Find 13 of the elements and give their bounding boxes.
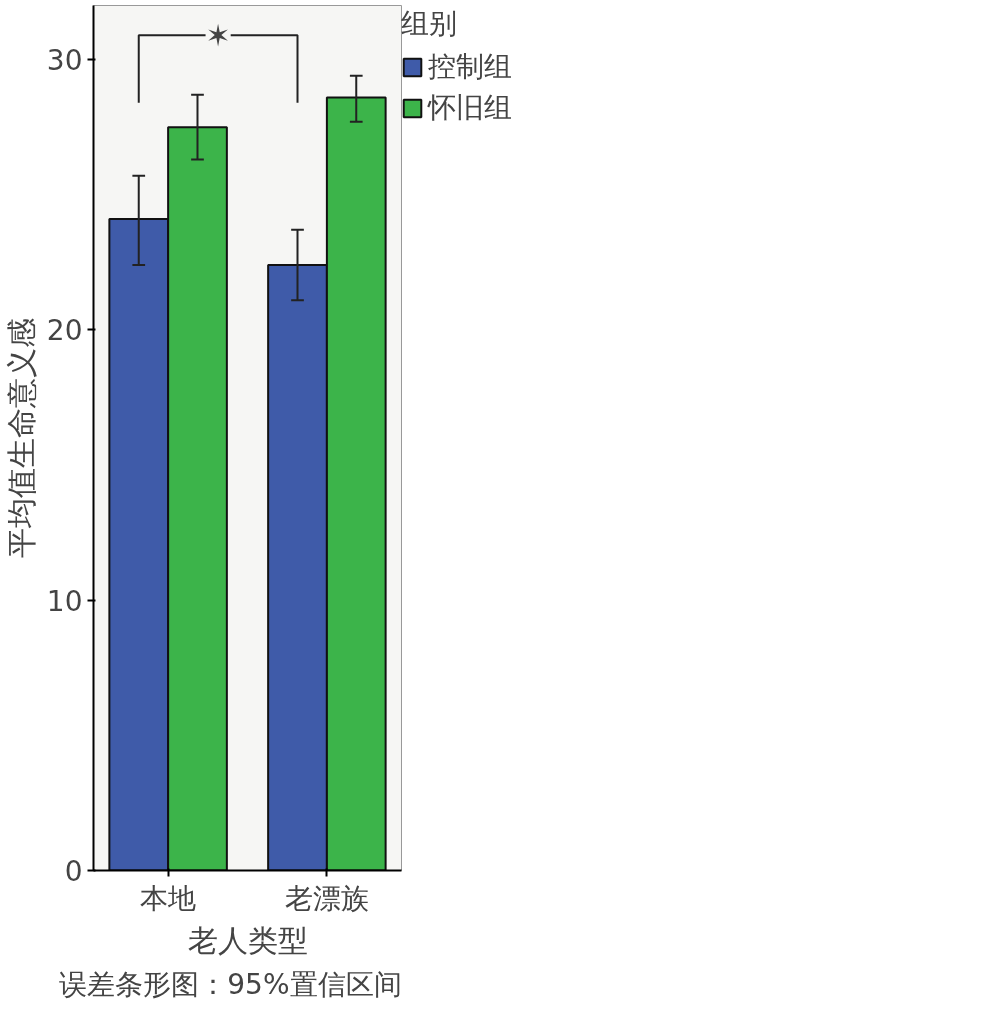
x-axis-title: 老人类型 (187, 922, 308, 958)
legend-label: 怀旧组 (428, 90, 512, 126)
legend-label: 控制组 (428, 49, 512, 85)
y-axis-title: 平均值生命意义感 (3, 318, 39, 558)
text: 误差条形图：95%置信区间 (59, 967, 402, 1001)
y-tick-label: 10 (46, 584, 83, 618)
annotation: ✶ (205, 17, 231, 53)
x-tick-label: 老漂族 (284, 881, 369, 915)
y-tick-label: 20 (46, 314, 83, 348)
y-tick-label: 30 (46, 44, 83, 78)
x-tick-label: 本地 (140, 881, 197, 915)
y-tick-label: 0 (64, 855, 83, 888)
legend-title: 组别 (401, 6, 458, 42)
